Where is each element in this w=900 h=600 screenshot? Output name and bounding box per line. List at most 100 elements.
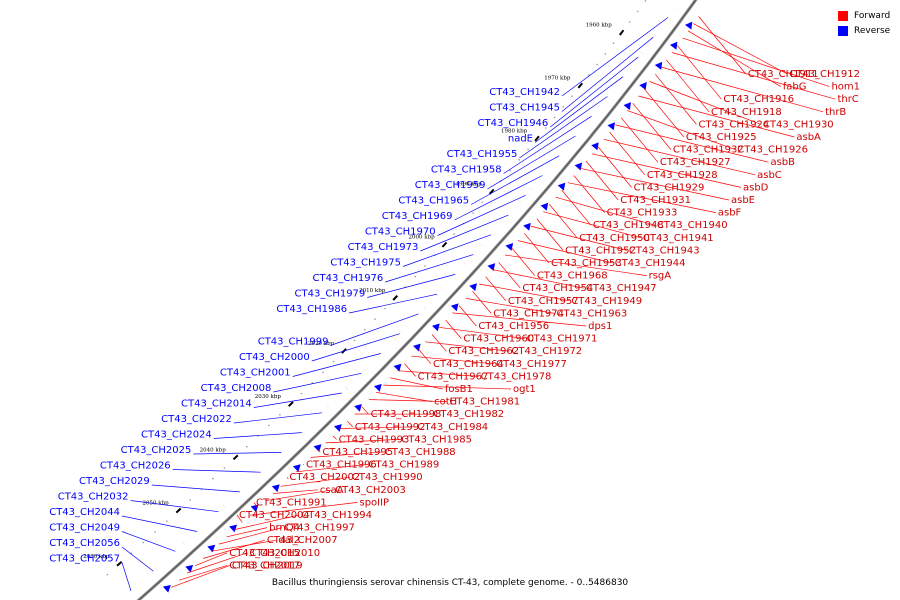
forward-gene-label[interactable]: CT43_CH2002 (289, 472, 360, 483)
forward-gene-arrow[interactable] (234, 491, 241, 497)
forward-gene-arrow[interactable] (671, 6, 678, 12)
forward-gene-arrow[interactable] (201, 522, 207, 528)
reverse-gene-arrow[interactable] (523, 222, 531, 231)
forward-gene-label[interactable]: CT43_CH1911 (748, 69, 819, 80)
forward-gene-label[interactable]: CT43_CH1928 (647, 170, 718, 181)
forward-gene-arrow[interactable] (589, 112, 596, 118)
reverse-gene-label[interactable]: CT43_CH2001 (220, 368, 291, 379)
forward-gene-label[interactable]: cotH (434, 397, 457, 408)
forward-gene-arrow[interactable] (362, 366, 368, 373)
forward-gene-label[interactable]: thrC (837, 94, 858, 105)
forward-gene-arrow[interactable] (398, 329, 405, 335)
forward-gene-label[interactable]: CT43_CH2017 (229, 560, 300, 571)
reverse-gene-arrow[interactable] (639, 82, 647, 90)
legend-reverse[interactable]: Reverse (838, 23, 890, 38)
reverse-gene-label[interactable]: CT43_CH2024 (141, 430, 212, 441)
forward-gene-arrow[interactable] (574, 130, 581, 136)
reverse-gene-label[interactable]: CT43_CH2026 (100, 461, 171, 472)
forward-gene-label[interactable]: CT43_CH1926 (737, 145, 808, 156)
reverse-gene-label[interactable]: CT43_CH1945 (489, 103, 560, 114)
forward-gene-label[interactable]: CT43_CH1963 (557, 308, 628, 319)
reverse-gene-arrow[interactable] (334, 424, 342, 432)
reverse-gene-arrow[interactable] (670, 41, 678, 50)
forward-gene-label[interactable]: CT43_CH1948 (593, 220, 664, 231)
forward-gene-arrow[interactable] (462, 261, 468, 267)
forward-gene-arrow[interactable] (527, 186, 534, 192)
forward-gene-arrow[interactable] (221, 503, 228, 510)
forward-gene-arrow[interactable] (559, 149, 566, 155)
forward-gene-label[interactable]: asbB (770, 157, 795, 168)
forward-gene-arrow[interactable] (306, 422, 312, 429)
forward-gene-label[interactable]: CT43_CH2003 (335, 485, 406, 496)
reverse-gene-label[interactable]: CT43_CH1976 (313, 273, 384, 284)
forward-gene-arrow[interactable] (427, 298, 434, 304)
forward-gene-arrow[interactable] (337, 391, 344, 398)
forward-gene-label[interactable]: CT43_CH1956 (478, 321, 549, 332)
forward-gene-arrow[interactable] (439, 286, 446, 292)
reverse-gene-label[interactable]: CT43_CH2014 (181, 399, 252, 410)
reverse-gene-label[interactable]: CT43_CH2008 (201, 383, 272, 394)
forward-gene-arrow[interactable] (293, 435, 300, 441)
forward-gene-arrow[interactable] (174, 546, 180, 553)
forward-gene-arrow[interactable] (194, 528, 201, 535)
forward-gene-arrow[interactable] (299, 428, 306, 435)
forward-gene-arrow[interactable] (312, 416, 319, 423)
forward-gene-label[interactable]: brnQ4 (269, 523, 300, 534)
forward-gene-arrow[interactable] (657, 25, 664, 31)
reverse-gene-label[interactable]: CT43_CH2057 (49, 554, 120, 565)
forward-gene-label[interactable]: hom1 (831, 82, 860, 93)
forward-gene-arrow[interactable] (604, 93, 611, 99)
forward-gene-arrow[interactable] (248, 478, 254, 485)
forward-gene-arrow[interactable] (146, 571, 152, 578)
forward-gene-arrow[interactable] (392, 335, 399, 342)
forward-gene-label[interactable]: CT43_CH1998 (371, 409, 442, 420)
forward-gene-arrow[interactable] (261, 466, 267, 472)
reverse-gene-arrow[interactable] (469, 283, 477, 292)
forward-gene-arrow[interactable] (569, 137, 576, 143)
forward-gene-label[interactable]: CT43_CH2007 (267, 535, 338, 546)
reverse-gene-arrow[interactable] (374, 383, 382, 392)
forward-gene-label[interactable]: spoIIP (359, 497, 389, 508)
forward-gene-arrow[interactable] (538, 174, 545, 180)
reverse-gene-arrow[interactable] (292, 464, 301, 472)
forward-gene-arrow[interactable] (450, 273, 457, 279)
forward-gene-arrow[interactable] (533, 180, 540, 186)
forward-gene-label[interactable]: CT43_CH1985 (401, 434, 472, 445)
forward-gene-label[interactable]: CT43_CH1995 (322, 447, 393, 458)
forward-gene-label[interactable]: CT43_CH1960 (463, 334, 534, 345)
reverse-gene-arrow[interactable] (623, 102, 632, 111)
reverse-gene-label[interactable]: CT43_CH1955 (447, 149, 518, 160)
reverse-gene-label[interactable]: CT43_CH1986 (276, 304, 347, 315)
forward-gene-label[interactable]: CT43_CH1933 (607, 208, 678, 219)
forward-gene-arrow[interactable] (579, 124, 586, 130)
reverse-gene-label[interactable]: CT43_CH2029 (79, 476, 150, 487)
forward-gene-label[interactable]: CT43_CH1932 (673, 145, 744, 156)
reverse-gene-label[interactable]: CT43_CH2000 (239, 352, 310, 363)
forward-gene-label[interactable]: CT43_CH1974 (493, 308, 564, 319)
forward-gene-label[interactable]: CT43_CH1981 (449, 397, 520, 408)
forward-gene-arrow[interactable] (456, 267, 463, 273)
forward-gene-label[interactable]: CT43_CH1964 (433, 359, 504, 370)
reverse-gene-label[interactable]: CT43_CH1973 (348, 242, 419, 253)
reverse-gene-label[interactable]: CT43_CH1942 (489, 87, 560, 98)
forward-gene-label[interactable]: CT43_CH1941 (643, 233, 714, 244)
reverse-gene-label[interactable]: nadE (508, 134, 533, 145)
forward-gene-label[interactable]: CT43_CH1943 (629, 245, 700, 256)
forward-gene-label[interactable]: CT43_CH1953 (551, 258, 622, 269)
reverse-gene-arrow[interactable] (185, 564, 194, 573)
reverse-gene-arrow[interactable] (591, 142, 599, 151)
forward-gene-label[interactable]: fosB1 (445, 384, 473, 395)
forward-gene-arrow[interactable] (614, 81, 621, 87)
reverse-gene-arrow[interactable] (229, 524, 237, 533)
forward-gene-arrow[interactable] (609, 87, 616, 93)
forward-gene-arrow[interactable] (433, 292, 440, 298)
forward-gene-label[interactable]: CT43_CH1967 (418, 371, 489, 382)
forward-gene-arrow[interactable] (506, 211, 513, 217)
forward-gene-label[interactable]: CT43_CH1924 (699, 119, 770, 130)
reverse-gene-label[interactable]: CT43_CH2022 (161, 414, 232, 425)
forward-gene-arrow[interactable] (350, 379, 356, 385)
forward-gene-arrow[interactable] (478, 242, 485, 248)
forward-gene-label[interactable]: CT43_CH1989 (369, 460, 440, 471)
forward-gene-arrow[interactable] (160, 559, 166, 566)
forward-gene-arrow[interactable] (386, 341, 393, 348)
